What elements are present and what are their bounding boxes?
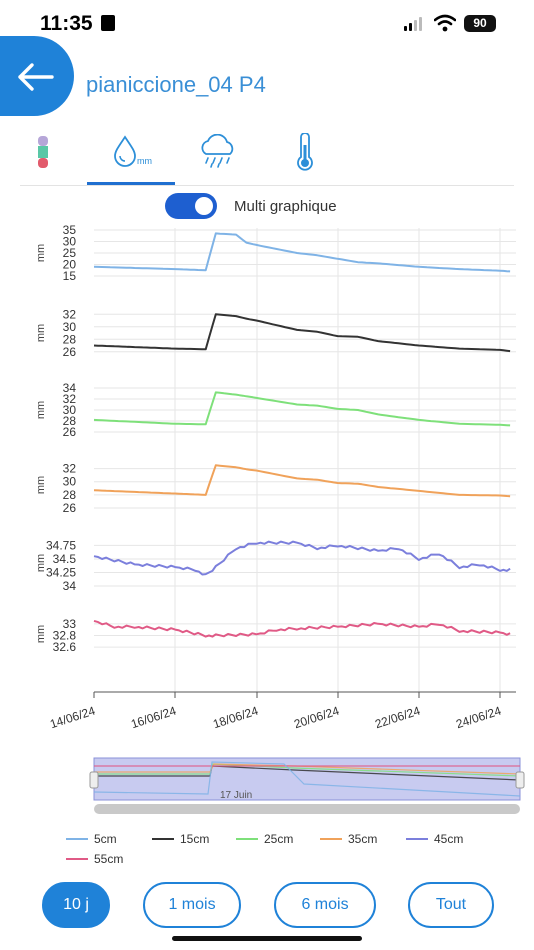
series-line-35cm xyxy=(93,464,511,498)
range-1-month-button[interactable]: 1 mois xyxy=(143,882,241,928)
y-tick-label: 34.75 xyxy=(46,538,76,552)
tab-temperature[interactable] xyxy=(270,124,340,180)
navigator-left-handle[interactable] xyxy=(89,771,99,789)
y-tick-label: 34 xyxy=(63,579,77,593)
legend-label: 55cm xyxy=(94,852,124,866)
series-line-5cm xyxy=(93,232,511,273)
legend-swatch xyxy=(406,838,428,840)
back-arrow-icon[interactable] xyxy=(16,62,54,92)
y-tick-label: 32.6 xyxy=(53,640,77,654)
legend-label: 45cm xyxy=(434,832,464,846)
x-tick-label: 22/06/24 xyxy=(373,703,422,731)
legend-swatch xyxy=(320,838,342,840)
toggle-knob xyxy=(195,197,213,215)
y-tick-label: 32.8 xyxy=(53,628,77,642)
y-axis-label: mm xyxy=(35,625,47,643)
thermometer-icon xyxy=(297,133,313,171)
x-tick-label: 16/06/24 xyxy=(129,703,178,731)
range-all-button[interactable]: Tout xyxy=(408,882,494,928)
y-axis-label: mm xyxy=(35,476,47,494)
series-line-45cm xyxy=(93,540,511,576)
tab-battery[interactable] xyxy=(8,124,78,180)
y-tick-label: 30 xyxy=(63,475,77,489)
cellular-signal-icon xyxy=(404,17,422,31)
y-tick-label: 15 xyxy=(63,269,77,283)
water-drop-mm-icon: mm xyxy=(114,135,152,167)
legend-item-45cm[interactable]: 45cm xyxy=(406,832,463,846)
y-tick-label: 30 xyxy=(63,320,77,334)
y-tick-label: 33 xyxy=(63,617,77,631)
legend-item-55cm[interactable]: 55cm xyxy=(66,852,123,866)
sensor-tabs: mm xyxy=(20,120,514,186)
y-tick-label: 20 xyxy=(63,258,77,272)
y-tick-label: 32 xyxy=(63,307,77,321)
y-tick-label: 26 xyxy=(63,501,77,515)
tab-water-mm[interactable]: mm xyxy=(98,124,168,180)
x-tick-label: 24/06/24 xyxy=(454,703,503,731)
status-time: 11:35 xyxy=(40,12,93,35)
x-tick-label: 20/06/24 xyxy=(292,703,341,731)
x-tick-label: 14/06/24 xyxy=(48,703,97,731)
legend-item-35cm[interactable]: 35cm xyxy=(320,832,377,846)
series-line-25cm xyxy=(93,391,511,427)
legend-swatch xyxy=(66,858,88,860)
navigator-scrollbar[interactable] xyxy=(94,804,520,814)
y-tick-label: 28 xyxy=(63,488,77,502)
multi-graph-toggle[interactable] xyxy=(165,193,217,219)
wifi-icon xyxy=(434,14,456,32)
battery-level-icon xyxy=(38,136,48,168)
range-navigator[interactable]: 17 Juin xyxy=(84,752,530,818)
home-indicator xyxy=(172,936,362,941)
battery-indicator: 90 xyxy=(464,15,496,32)
y-axis-label: mm xyxy=(35,244,47,262)
legend-item-25cm[interactable]: 25cm xyxy=(236,832,293,846)
y-tick-label: 30 xyxy=(63,235,77,249)
chart-legend: 5cm 15cm 25cm 35cm 45cm 55cm xyxy=(66,832,506,872)
y-tick-label: 26 xyxy=(63,345,77,359)
range-10-days-button[interactable]: 10 j xyxy=(42,882,110,928)
legend-item-15cm[interactable]: 15cm xyxy=(152,832,209,846)
navigator-series-line xyxy=(93,761,521,797)
multi-line-chart: 3530252015mm32302826mm3432302826mm323028… xyxy=(35,223,516,731)
tab-rain[interactable] xyxy=(183,124,253,180)
legend-item-5cm[interactable]: 5cm xyxy=(66,832,117,846)
status-bar: 11:35 90 xyxy=(0,0,534,48)
legend-swatch xyxy=(152,838,174,840)
y-tick-label: 30 xyxy=(63,403,77,417)
legend-swatch xyxy=(236,838,258,840)
x-tick-label: 18/06/24 xyxy=(211,703,260,731)
series-line-15cm xyxy=(93,313,511,353)
active-tab-indicator xyxy=(87,182,175,185)
navigator-series-line xyxy=(94,763,521,775)
y-tick-label: 34 xyxy=(63,381,77,395)
series-line-55cm xyxy=(93,619,511,638)
id-card-icon xyxy=(101,15,115,31)
legend-label: 5cm xyxy=(94,832,117,846)
y-tick-label: 34.5 xyxy=(53,552,77,566)
rain-cloud-icon xyxy=(201,134,234,168)
y-tick-label: 32 xyxy=(63,462,77,476)
y-axis-label: mm xyxy=(35,324,47,342)
y-axis-label: mm xyxy=(35,401,47,419)
multi-graph-label: Multi graphique xyxy=(234,198,337,215)
y-tick-label: 25 xyxy=(63,246,77,260)
page-title: pianiccione_04 P4 xyxy=(86,72,266,97)
y-tick-label: 35 xyxy=(63,223,77,237)
legend-label: 25cm xyxy=(264,832,294,846)
legend-label: 15cm xyxy=(180,832,210,846)
y-tick-label: 28 xyxy=(63,414,77,428)
y-tick-label: 34.25 xyxy=(46,565,76,579)
legend-label: 35cm xyxy=(348,832,378,846)
y-tick-label: 28 xyxy=(63,332,77,346)
y-tick-label: 26 xyxy=(63,425,77,439)
legend-swatch xyxy=(66,838,88,840)
navigator-right-handle[interactable] xyxy=(515,771,525,789)
range-6-months-button[interactable]: 6 mois xyxy=(274,882,376,928)
mm-unit-label: mm xyxy=(137,156,152,166)
navigator-date-label: 17 Juin xyxy=(220,790,252,801)
y-axis-label: mm xyxy=(35,554,47,572)
y-tick-label: 32 xyxy=(63,392,77,406)
